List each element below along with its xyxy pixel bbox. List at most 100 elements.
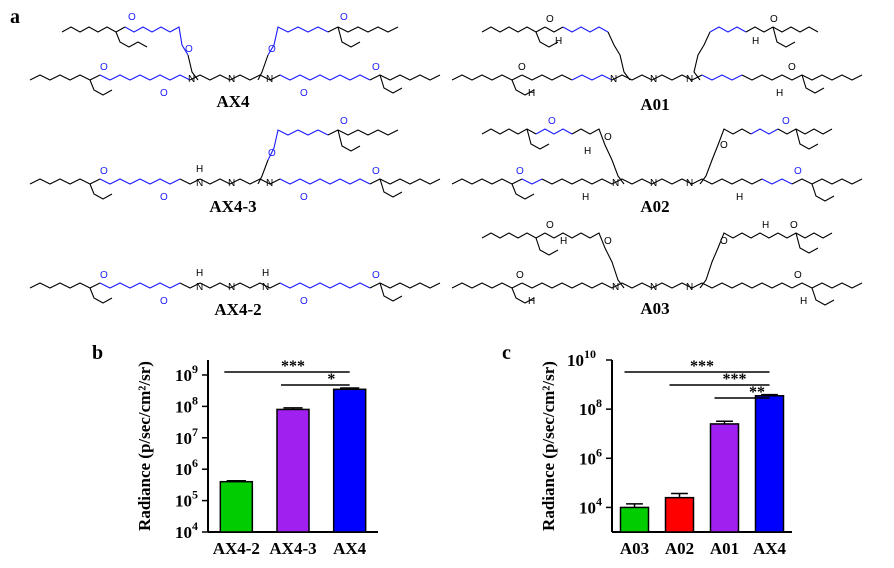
significance-label: **	[749, 384, 765, 401]
atom-o: O	[340, 116, 348, 127]
atom-o: O	[160, 88, 168, 99]
atom-o: O	[160, 192, 168, 203]
atom-o: O	[300, 296, 308, 307]
atom-h: H	[555, 36, 562, 47]
atom-o: O	[516, 270, 524, 281]
significance-label: ***	[690, 358, 714, 375]
atom-o: O	[548, 116, 556, 127]
chart-b: Radiance (p/sec/cm²/sr) 104 105 106 107 108 10…	[135, 358, 378, 558]
atom-o: O	[100, 166, 108, 177]
atom-n: N	[228, 282, 235, 293]
atom-n: N	[610, 74, 617, 85]
atom-n: N	[686, 178, 693, 189]
y-tick-label: 104	[175, 519, 198, 542]
atom-n: N	[650, 178, 657, 189]
molecule-label-a02: A02	[640, 197, 670, 216]
atom-h: H	[736, 192, 743, 203]
x-tick-label: A02	[665, 539, 694, 558]
y-tick-label: 108	[175, 393, 198, 416]
x-tick-label: AX4-3	[269, 539, 316, 558]
structure-a02: H O O H N N N H O O O O	[451, 116, 863, 203]
bar-ax4	[332, 388, 367, 533]
atom-o: O	[372, 62, 380, 73]
atom-o: O	[604, 236, 612, 247]
bar-a02	[664, 496, 695, 533]
bar-ax4-2	[219, 480, 254, 533]
y-tick-label: 108	[579, 396, 602, 419]
y-tick-label: 104	[579, 494, 602, 517]
atom-h: H	[528, 88, 535, 99]
atom-o: O	[546, 14, 554, 25]
atom-o: O	[604, 132, 612, 143]
significance-label: *	[327, 371, 335, 388]
atom-h: H	[560, 236, 567, 247]
molecule-label-ax4-3: AX4-3	[209, 197, 257, 216]
atom-n: N	[686, 282, 693, 293]
atom-o: O	[794, 270, 802, 281]
molecule-label-a03: A03	[640, 299, 670, 318]
panel-letter-b: b	[92, 342, 104, 364]
atom-o: O	[720, 140, 728, 151]
atom-n: N	[262, 282, 269, 293]
atom-o: O	[794, 166, 802, 177]
panel-letter-a: a	[10, 6, 20, 28]
molecule-label-ax4: AX4	[216, 92, 250, 111]
y-axis-label: Radiance (p/sec/cm²/sr)	[135, 361, 154, 531]
y-tick-label: 105	[175, 488, 198, 511]
atom-o: O	[340, 12, 348, 23]
y-tick-label: 109	[175, 362, 198, 385]
atom-n: N	[650, 74, 657, 85]
y-axis-label: Radiance (p/sec/cm²/sr)	[539, 361, 558, 531]
atom-n: N	[650, 282, 657, 293]
y-tick-label: 1010	[567, 347, 596, 370]
atom-o: O	[268, 44, 276, 55]
atom-o: O	[100, 270, 108, 281]
x-tick-label: AX4	[753, 539, 787, 558]
atom-h: H	[776, 88, 783, 99]
atom-o: O	[516, 166, 524, 177]
structure-ax4-2: H N N H N O O O O	[29, 268, 441, 307]
atom-n: N	[266, 74, 273, 85]
atom-o: O	[372, 270, 380, 281]
atom-h: H	[762, 220, 769, 231]
x-tick-label: A03	[620, 539, 649, 558]
atom-o: O	[300, 88, 308, 99]
atom-n: N	[228, 74, 235, 85]
atom-h: H	[196, 164, 203, 175]
bar-ax4	[754, 395, 785, 533]
panel-letter-c: c	[502, 342, 511, 364]
atom-o: O	[185, 44, 193, 55]
y-tick-label: 106	[175, 456, 198, 479]
atom-n: N	[612, 282, 619, 293]
atom-o: O	[372, 166, 380, 177]
atom-h: H	[752, 36, 759, 47]
atom-o: O	[518, 62, 526, 73]
structure-ax4-3: H N N N O O O O O O	[29, 116, 441, 203]
chart-c: Radiance (p/sec/cm²/sr) 104 106 108 1010 A03 A…	[539, 347, 792, 558]
atom-n: N	[196, 282, 203, 293]
bar-a03	[619, 506, 650, 533]
x-tick-label: AX4	[333, 539, 367, 558]
atom-h: H	[196, 268, 203, 279]
atom-h: H	[582, 192, 589, 203]
y-tick-label: 107	[175, 425, 198, 448]
atom-o: O	[100, 62, 108, 73]
atom-n: N	[612, 178, 619, 189]
molecule-label-ax4-2: AX4-2	[214, 300, 262, 319]
molecule-structures: N N N O O O O O O O O H N N N O O O O O …	[29, 12, 863, 307]
significance-label: ***	[281, 358, 305, 375]
atom-o: O	[782, 116, 790, 127]
atom-o: O	[788, 62, 796, 73]
structure-a01: O H O H O H N N N O H	[451, 14, 863, 99]
atom-h: H	[528, 296, 535, 307]
atom-n: N	[686, 74, 693, 85]
molecule-label-a01: A01	[640, 95, 670, 114]
significance-label: ***	[723, 371, 747, 388]
atom-n: N	[188, 74, 195, 85]
atom-n: N	[196, 178, 203, 189]
bar-ax4-3	[276, 408, 310, 533]
atom-o: O	[128, 12, 136, 23]
atom-h: H	[262, 268, 269, 279]
atom-o: O	[720, 236, 728, 247]
atom-h: H	[800, 296, 807, 307]
